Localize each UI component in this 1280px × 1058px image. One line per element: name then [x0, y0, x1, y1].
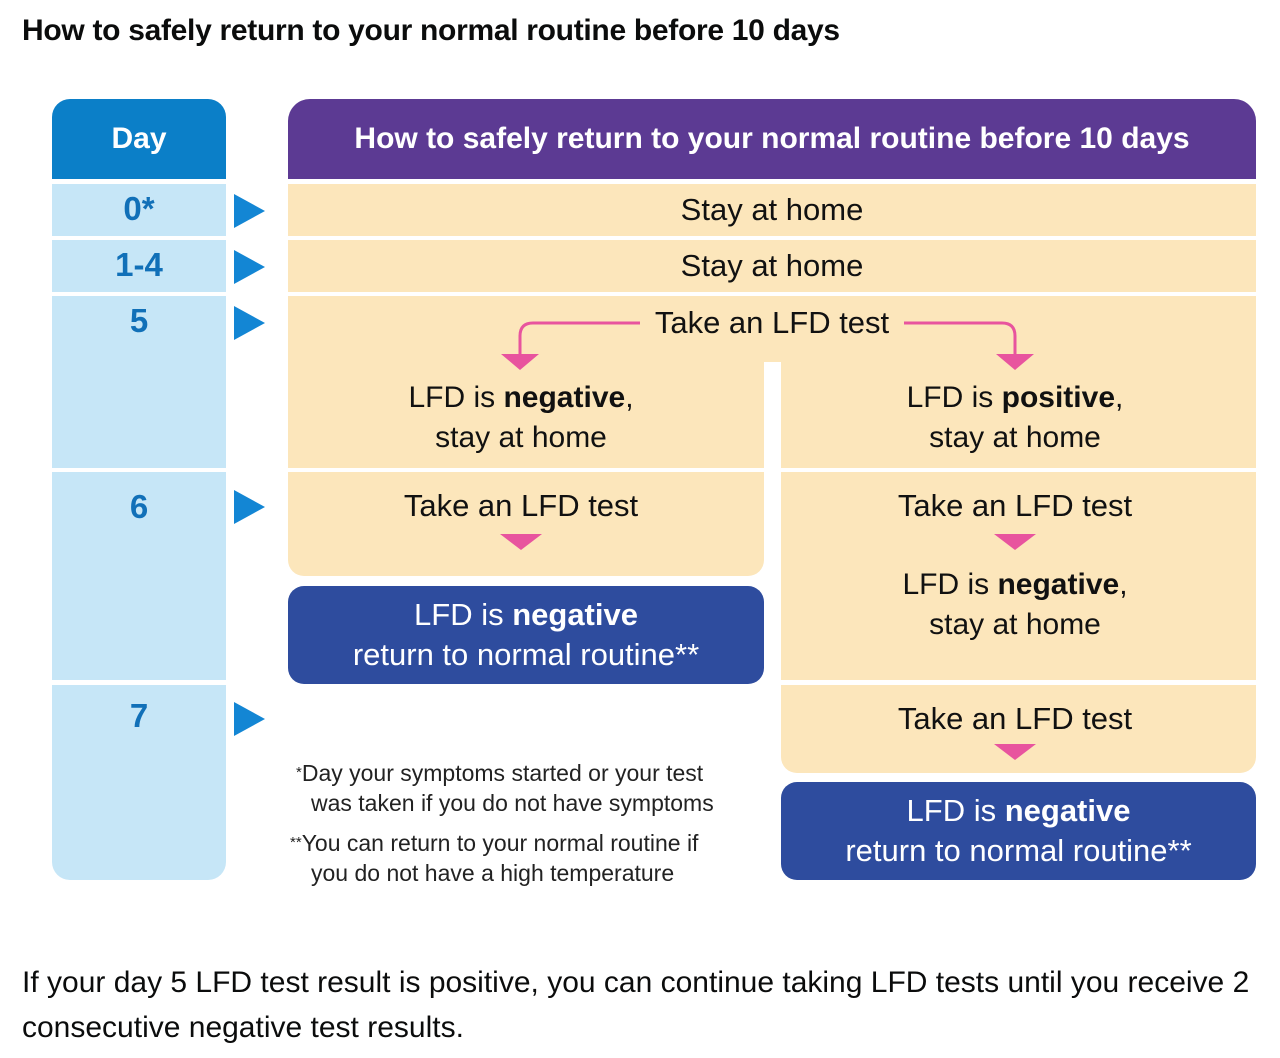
day-5-test-label: Take an LFD test: [640, 300, 904, 346]
footnote-line: You can return to your normal routine if: [301, 830, 699, 856]
day-1-4-arrow-icon: [234, 250, 265, 284]
outcome-line-2: return to normal routine**: [352, 637, 700, 672]
day-cell-1-4: 1-4: [52, 240, 226, 292]
result-keyword: negative: [997, 568, 1120, 601]
day-label: 6: [129, 488, 149, 525]
footnote-2: **You can return to your normal routine …: [290, 828, 766, 888]
day-label: 1-4: [115, 246, 163, 283]
day-5-negative-result: LFD is negative, stay at home: [288, 378, 754, 458]
outcome-left: LFD is negative return to normal routine…: [288, 586, 764, 684]
row-day-6-left: [288, 472, 764, 576]
result-suffix: ,: [1119, 568, 1128, 601]
result-suffix: ,: [1115, 381, 1124, 414]
day-5-arrow-icon: [234, 306, 265, 340]
down-arrow-icon: [994, 534, 1036, 550]
day-6-negative-result: LFD is negative, stay at home: [781, 565, 1249, 645]
day-cell-7: 7: [52, 685, 226, 880]
outcome-prefix: LFD is: [906, 793, 1005, 828]
outcome-keyword: negative: [1004, 793, 1131, 828]
day-column-header: Day: [52, 99, 226, 179]
footnote-marker: **: [290, 834, 302, 851]
row-day-0: Stay at home: [288, 184, 1256, 236]
outcome-right: LFD is negative return to normal routine…: [781, 782, 1256, 880]
result-instruction: stay at home: [929, 608, 1101, 641]
result-keyword: negative: [503, 381, 626, 414]
result-prefix: LFD is: [408, 381, 504, 414]
day-cell-0: 0*: [52, 184, 226, 236]
day-label: 5: [129, 302, 149, 339]
result-prefix: LFD is: [906, 381, 1002, 414]
day-cell-5: 5: [52, 296, 226, 468]
footnote-line: Day your symptoms started or your test: [301, 760, 704, 786]
result-instruction: stay at home: [435, 421, 607, 454]
result-instruction: stay at home: [929, 421, 1101, 454]
outcome-line-2: return to normal routine**: [845, 833, 1192, 868]
outcome-prefix: LFD is: [414, 597, 513, 632]
day-label: 7: [129, 697, 149, 734]
footnote-line: was taken if you do not have symptoms: [311, 790, 714, 816]
day-0-arrow-icon: [234, 194, 265, 228]
result-keyword: positive: [1001, 381, 1116, 414]
page-title: How to safely return to your normal rout…: [22, 14, 840, 47]
row-day-6-right: [781, 472, 1256, 680]
row-day-5-right: [781, 360, 1256, 468]
day-7-right-test: Take an LFD test: [897, 701, 1133, 736]
result-prefix: LFD is: [902, 568, 998, 601]
day-7-arrow-icon: [234, 702, 265, 736]
outcome-line-1: LFD is negative: [288, 595, 764, 635]
day-6-left-test: Take an LFD test: [403, 488, 639, 523]
day-label: 0*: [123, 190, 155, 227]
outcome-keyword: negative: [512, 597, 638, 632]
day-6-right-test: Take an LFD test: [897, 488, 1133, 523]
day-5-positive-result: LFD is positive, stay at home: [781, 378, 1249, 458]
footnote-line: you do not have a high temperature: [311, 860, 675, 886]
day-cell-6: 6: [52, 472, 226, 680]
footnote-marker: *: [296, 764, 302, 781]
main-header: How to safely return to your normal rout…: [288, 99, 1256, 179]
down-arrow-icon: [994, 744, 1036, 760]
down-arrow-icon: [500, 534, 542, 550]
result-suffix: ,: [625, 381, 634, 414]
row-day-1-4: Stay at home: [288, 240, 1256, 292]
footnote-1: *Day your symptoms started or your test …: [296, 758, 766, 818]
row-day-5-left: [288, 360, 764, 468]
outcome-line-1: LFD is negative: [781, 791, 1256, 831]
body-paragraph: If your day 5 LFD test result is positiv…: [22, 966, 1250, 1044]
day-6-arrow-icon: [234, 490, 265, 524]
branch-connector: [501, 321, 1034, 370]
